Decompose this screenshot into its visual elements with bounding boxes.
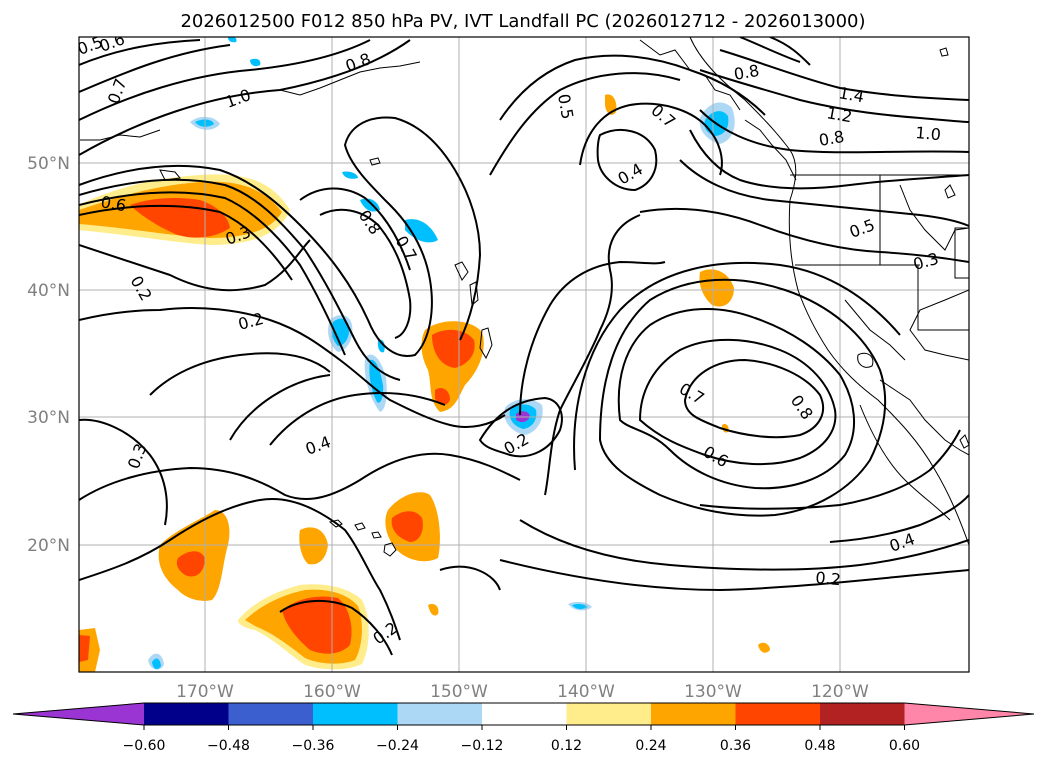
pv-negative-shading	[148, 37, 735, 670]
colorbar-segment	[397, 703, 482, 725]
lon-label-130w: 130°W	[684, 682, 742, 702]
colorbar-tick-label: 0.60	[889, 738, 920, 754]
lat-label-40n: 40°N	[27, 281, 70, 301]
colorbar-ticks	[143, 725, 905, 730]
colorbar-tick-label: −0.12	[461, 738, 504, 754]
lat-label-30n: 30°N	[27, 408, 70, 428]
colorbar-segment	[144, 703, 229, 725]
contour-label: 1.0	[915, 123, 942, 144]
lon-label-150w: 150°W	[430, 682, 488, 702]
colorbar-segment	[820, 703, 905, 725]
longitude-labels: 170°W 160°W 150°W 140°W 130°W 120°W	[176, 682, 869, 702]
lat-label-50n: 50°N	[27, 154, 70, 174]
colorbar-tick-label: −0.36	[292, 738, 335, 754]
colorbar-segment	[651, 703, 736, 725]
coastlines	[80, 37, 969, 557]
lon-label-120w: 120°W	[811, 682, 869, 702]
colorbar-tick-label: −0.48	[207, 738, 250, 754]
lat-label-20n: 20°N	[27, 536, 70, 556]
colorbar-tick-label: 0.12	[551, 738, 582, 754]
colorbar-tick-label: 0.48	[804, 738, 835, 754]
contour-label: 0.2	[815, 568, 842, 589]
map-title: 2026012500 F012 850 hPa PV, IVT Landfall…	[180, 11, 865, 32]
colorbar-segment	[482, 703, 567, 725]
colorbar-segment	[13, 703, 144, 725]
colorbar-segment	[313, 703, 398, 725]
colorbar-segment	[566, 703, 651, 725]
lon-label-160w: 160°W	[303, 682, 361, 702]
colorbar-tick-label: −0.60	[123, 738, 166, 754]
contour-label: 0.5	[554, 92, 577, 120]
contour-label: 0.6	[99, 192, 127, 215]
colorbar-segment	[904, 703, 1034, 725]
contour-label: 1.2	[825, 103, 853, 126]
colorbar-segment	[228, 703, 313, 725]
lon-label-140w: 140°W	[557, 682, 615, 702]
colorbar-tick-label: 0.36	[720, 738, 751, 754]
latitude-labels: 50°N 40°N 30°N 20°N	[27, 154, 70, 556]
plot-border	[78, 36, 970, 673]
contour-label: 1.4	[837, 83, 865, 106]
colorbar-tick-label: 0.24	[635, 738, 666, 754]
colorbar: −0.60 −0.48 −0.36 −0.24 −0.12 0.12 0.24 …	[12, 702, 1035, 754]
colorbar-tick-label: −0.24	[376, 738, 419, 754]
contour-label: 0.8	[732, 61, 760, 84]
lon-label-170w: 170°W	[176, 682, 234, 702]
colorbar-tick-labels: −0.60 −0.48 −0.36 −0.24 −0.12 0.12 0.24 …	[123, 738, 921, 754]
contour-lines	[79, 37, 969, 656]
contour-label: 0.8	[817, 127, 845, 150]
colorbar-segment	[735, 703, 820, 725]
